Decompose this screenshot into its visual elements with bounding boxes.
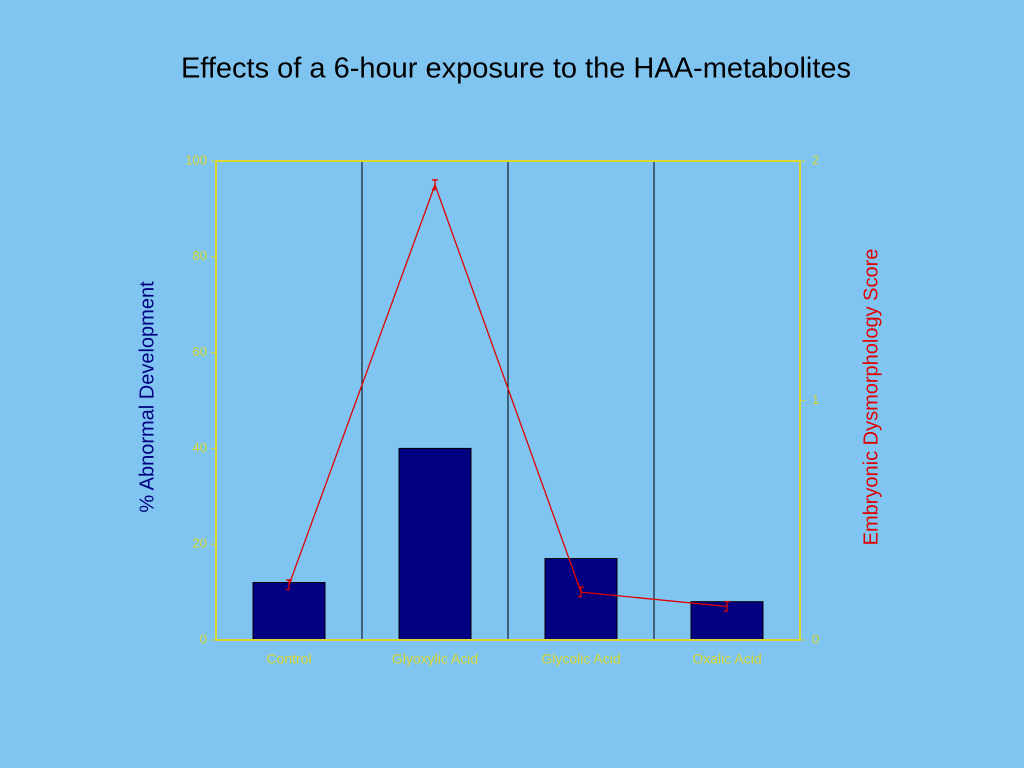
line-marker — [431, 179, 438, 191]
y-tick-label: 0 — [200, 631, 207, 646]
bar — [544, 558, 618, 641]
y-tick-label: 20 — [193, 536, 207, 551]
x-tick-label: Glyoxylic Acid — [392, 651, 478, 667]
y-tick-label: 60 — [193, 344, 207, 359]
x-tick-label: Glycolic Acid — [541, 651, 620, 667]
x-tick-label: Control — [266, 651, 311, 667]
bar — [252, 582, 326, 641]
y2-axis-label: Embryonic Dysmorphology Score — [860, 249, 882, 546]
line-marker — [285, 579, 292, 591]
line-marker — [577, 586, 584, 598]
line-marker — [723, 600, 730, 613]
y2-tick-label: 0 — [812, 631, 819, 646]
x-tick-label: Oxalic Acid — [692, 651, 761, 667]
line-series — [288, 183, 728, 608]
bar — [398, 447, 472, 641]
chart-title: Effects of a 6-hour exposure to the HAA-… — [181, 53, 851, 85]
y-tick-label: 40 — [193, 440, 207, 455]
y2-tick-label: 2 — [812, 152, 819, 167]
y-tick-label: 100 — [185, 152, 207, 167]
y-tick-label: 80 — [193, 248, 207, 263]
y2-tick-label: 1 — [812, 392, 819, 407]
y-axis-label: % Abnormal Development — [136, 281, 158, 513]
